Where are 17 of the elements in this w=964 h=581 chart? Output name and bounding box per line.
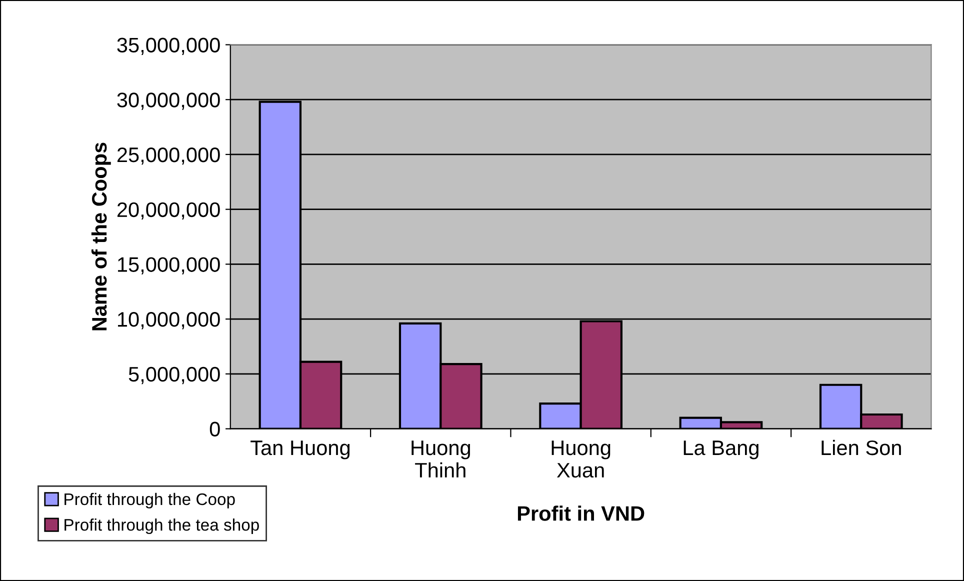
y-tick-label: 35,000,000 xyxy=(117,38,220,55)
y-axis-title: Name of the Coops xyxy=(91,142,111,330)
x-tick-label: Huong Xuan xyxy=(552,440,610,478)
x-tick-label: Huong Thinh xyxy=(412,440,470,478)
y-tick-label: 10,000,000 xyxy=(118,312,220,330)
y-tick-label: 5,000,000 xyxy=(128,366,220,384)
y-tick-label: 30,000,000 xyxy=(117,92,220,110)
legend-label: Profit through the tea shop xyxy=(64,518,259,534)
legend-label: Profit through the Coop xyxy=(64,492,235,508)
x-tick-label: La Bang xyxy=(684,440,758,460)
y-tick-label: 15,000,000 xyxy=(118,257,220,274)
y-tick-label: 0 xyxy=(210,422,220,437)
y-tick-label: 20,000,000 xyxy=(117,202,220,220)
y-tick-label: 25,000,000 xyxy=(117,147,220,165)
x-tick-label: Tan Huong xyxy=(250,440,350,460)
x-tick-label: Lien Son xyxy=(822,440,901,456)
x-axis-title: Profit in VND xyxy=(518,506,644,521)
